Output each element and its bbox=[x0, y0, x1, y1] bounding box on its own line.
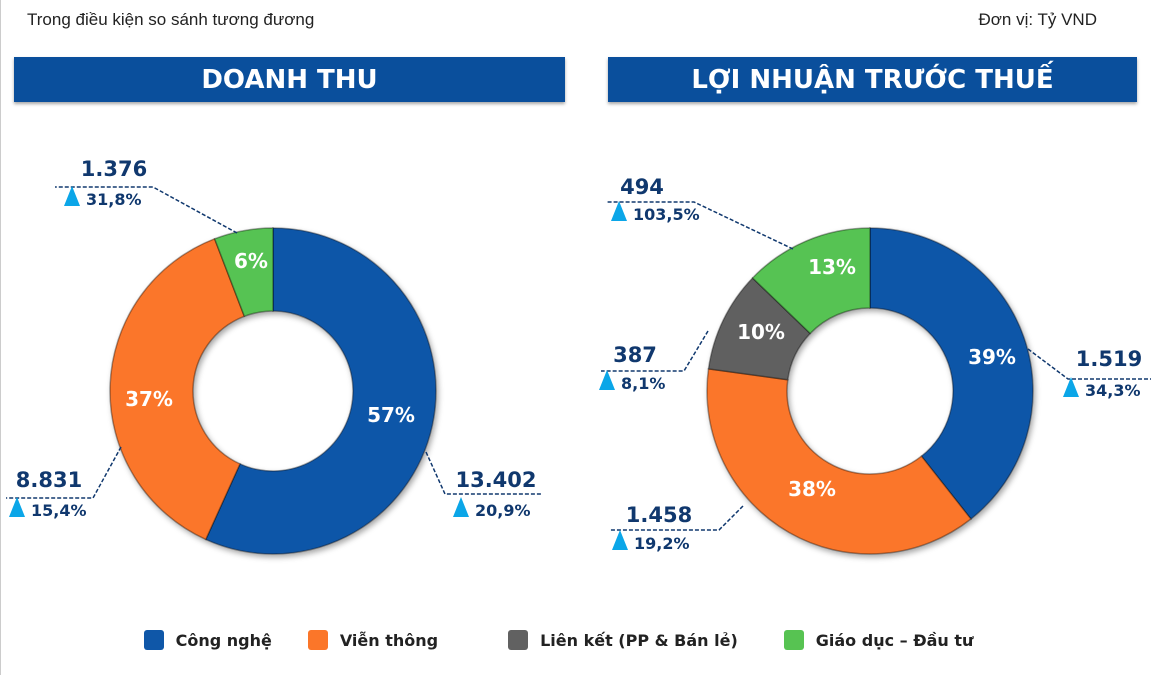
legend-swatch bbox=[783, 630, 804, 650]
legend-item: Viễn thông bbox=[307, 630, 439, 650]
legend-label: Liên kết (PP & Bán lẻ) bbox=[540, 630, 738, 650]
leader-line bbox=[425, 451, 541, 495]
leader-line bbox=[6, 446, 122, 499]
up-arrow-icon bbox=[453, 497, 469, 517]
value-label: 387 bbox=[613, 343, 657, 367]
percent-label: 39% bbox=[968, 345, 1016, 369]
leader-line bbox=[601, 330, 709, 372]
slice-vi-n-th-ng bbox=[706, 368, 972, 555]
slice-c-ng-ngh- bbox=[204, 227, 437, 555]
growth-label: 103,5% bbox=[633, 205, 700, 224]
slice-gi-o-d-c-u-t- bbox=[213, 227, 274, 318]
chart-title-revenue: DOANH THU bbox=[14, 57, 565, 102]
percent-label: 37% bbox=[125, 387, 173, 411]
growth-label: 20,9% bbox=[475, 501, 531, 520]
value-label: 1.376 bbox=[81, 157, 147, 181]
value-label: 494 bbox=[620, 175, 664, 199]
subtitle: Trong điều kiện so sánh tương đương bbox=[27, 10, 315, 29]
value-label: 13.402 bbox=[455, 468, 536, 492]
leader-line bbox=[606, 201, 794, 250]
percent-label: 13% bbox=[808, 255, 856, 279]
legend-item: Giáo dục – Đầu tư bbox=[783, 630, 974, 650]
chart-title-profit: LỢI NHUẬN TRƯỚC THUẾ bbox=[608, 57, 1137, 102]
slice-c-ng-ngh- bbox=[869, 227, 1034, 521]
percent-label: 10% bbox=[737, 320, 785, 344]
value-label: 1.519 bbox=[1076, 347, 1142, 371]
legend-swatch bbox=[508, 630, 529, 650]
up-arrow-icon bbox=[611, 201, 627, 221]
growth-label: 15,4% bbox=[31, 501, 87, 520]
leader-line bbox=[55, 186, 238, 234]
legend: Công nghệ Viễn thông Liên kết (PP & Bán … bbox=[1, 630, 1151, 650]
legend-label: Giáo dục – Đầu tư bbox=[815, 630, 974, 650]
donut-1 bbox=[706, 227, 1034, 555]
value-label: 1.458 bbox=[626, 503, 692, 527]
legend-item: Công nghệ bbox=[143, 630, 272, 650]
percent-label: 38% bbox=[788, 477, 836, 501]
up-arrow-icon bbox=[599, 370, 615, 390]
value-label: 8.831 bbox=[16, 468, 82, 492]
up-arrow-icon bbox=[612, 530, 628, 550]
legend-item: Liên kết (PP & Bán lẻ) bbox=[508, 630, 738, 650]
up-arrow-icon bbox=[9, 497, 25, 517]
percent-label: 6% bbox=[234, 249, 268, 273]
legend-swatch bbox=[307, 630, 328, 650]
growth-label: 19,2% bbox=[634, 534, 690, 553]
slice-vi-n-th-ng bbox=[109, 237, 246, 541]
legend-label: Viễn thông bbox=[339, 630, 439, 650]
growth-label: 31,8% bbox=[86, 190, 142, 209]
leader-line bbox=[1027, 348, 1151, 380]
unit-label: Đơn vị: Tỷ VND bbox=[978, 10, 1097, 29]
donut-0 bbox=[109, 227, 437, 555]
growth-label: 34,3% bbox=[1085, 381, 1141, 400]
up-arrow-icon bbox=[64, 186, 80, 206]
up-arrow-icon bbox=[1063, 377, 1079, 397]
slice-gi-o-d-c-u-t- bbox=[751, 227, 871, 335]
legend-swatch bbox=[143, 630, 164, 650]
percent-label: 57% bbox=[367, 403, 415, 427]
growth-label: 8,1% bbox=[621, 374, 665, 393]
leader-line bbox=[609, 505, 744, 531]
legend-label: Công nghệ bbox=[175, 630, 272, 650]
